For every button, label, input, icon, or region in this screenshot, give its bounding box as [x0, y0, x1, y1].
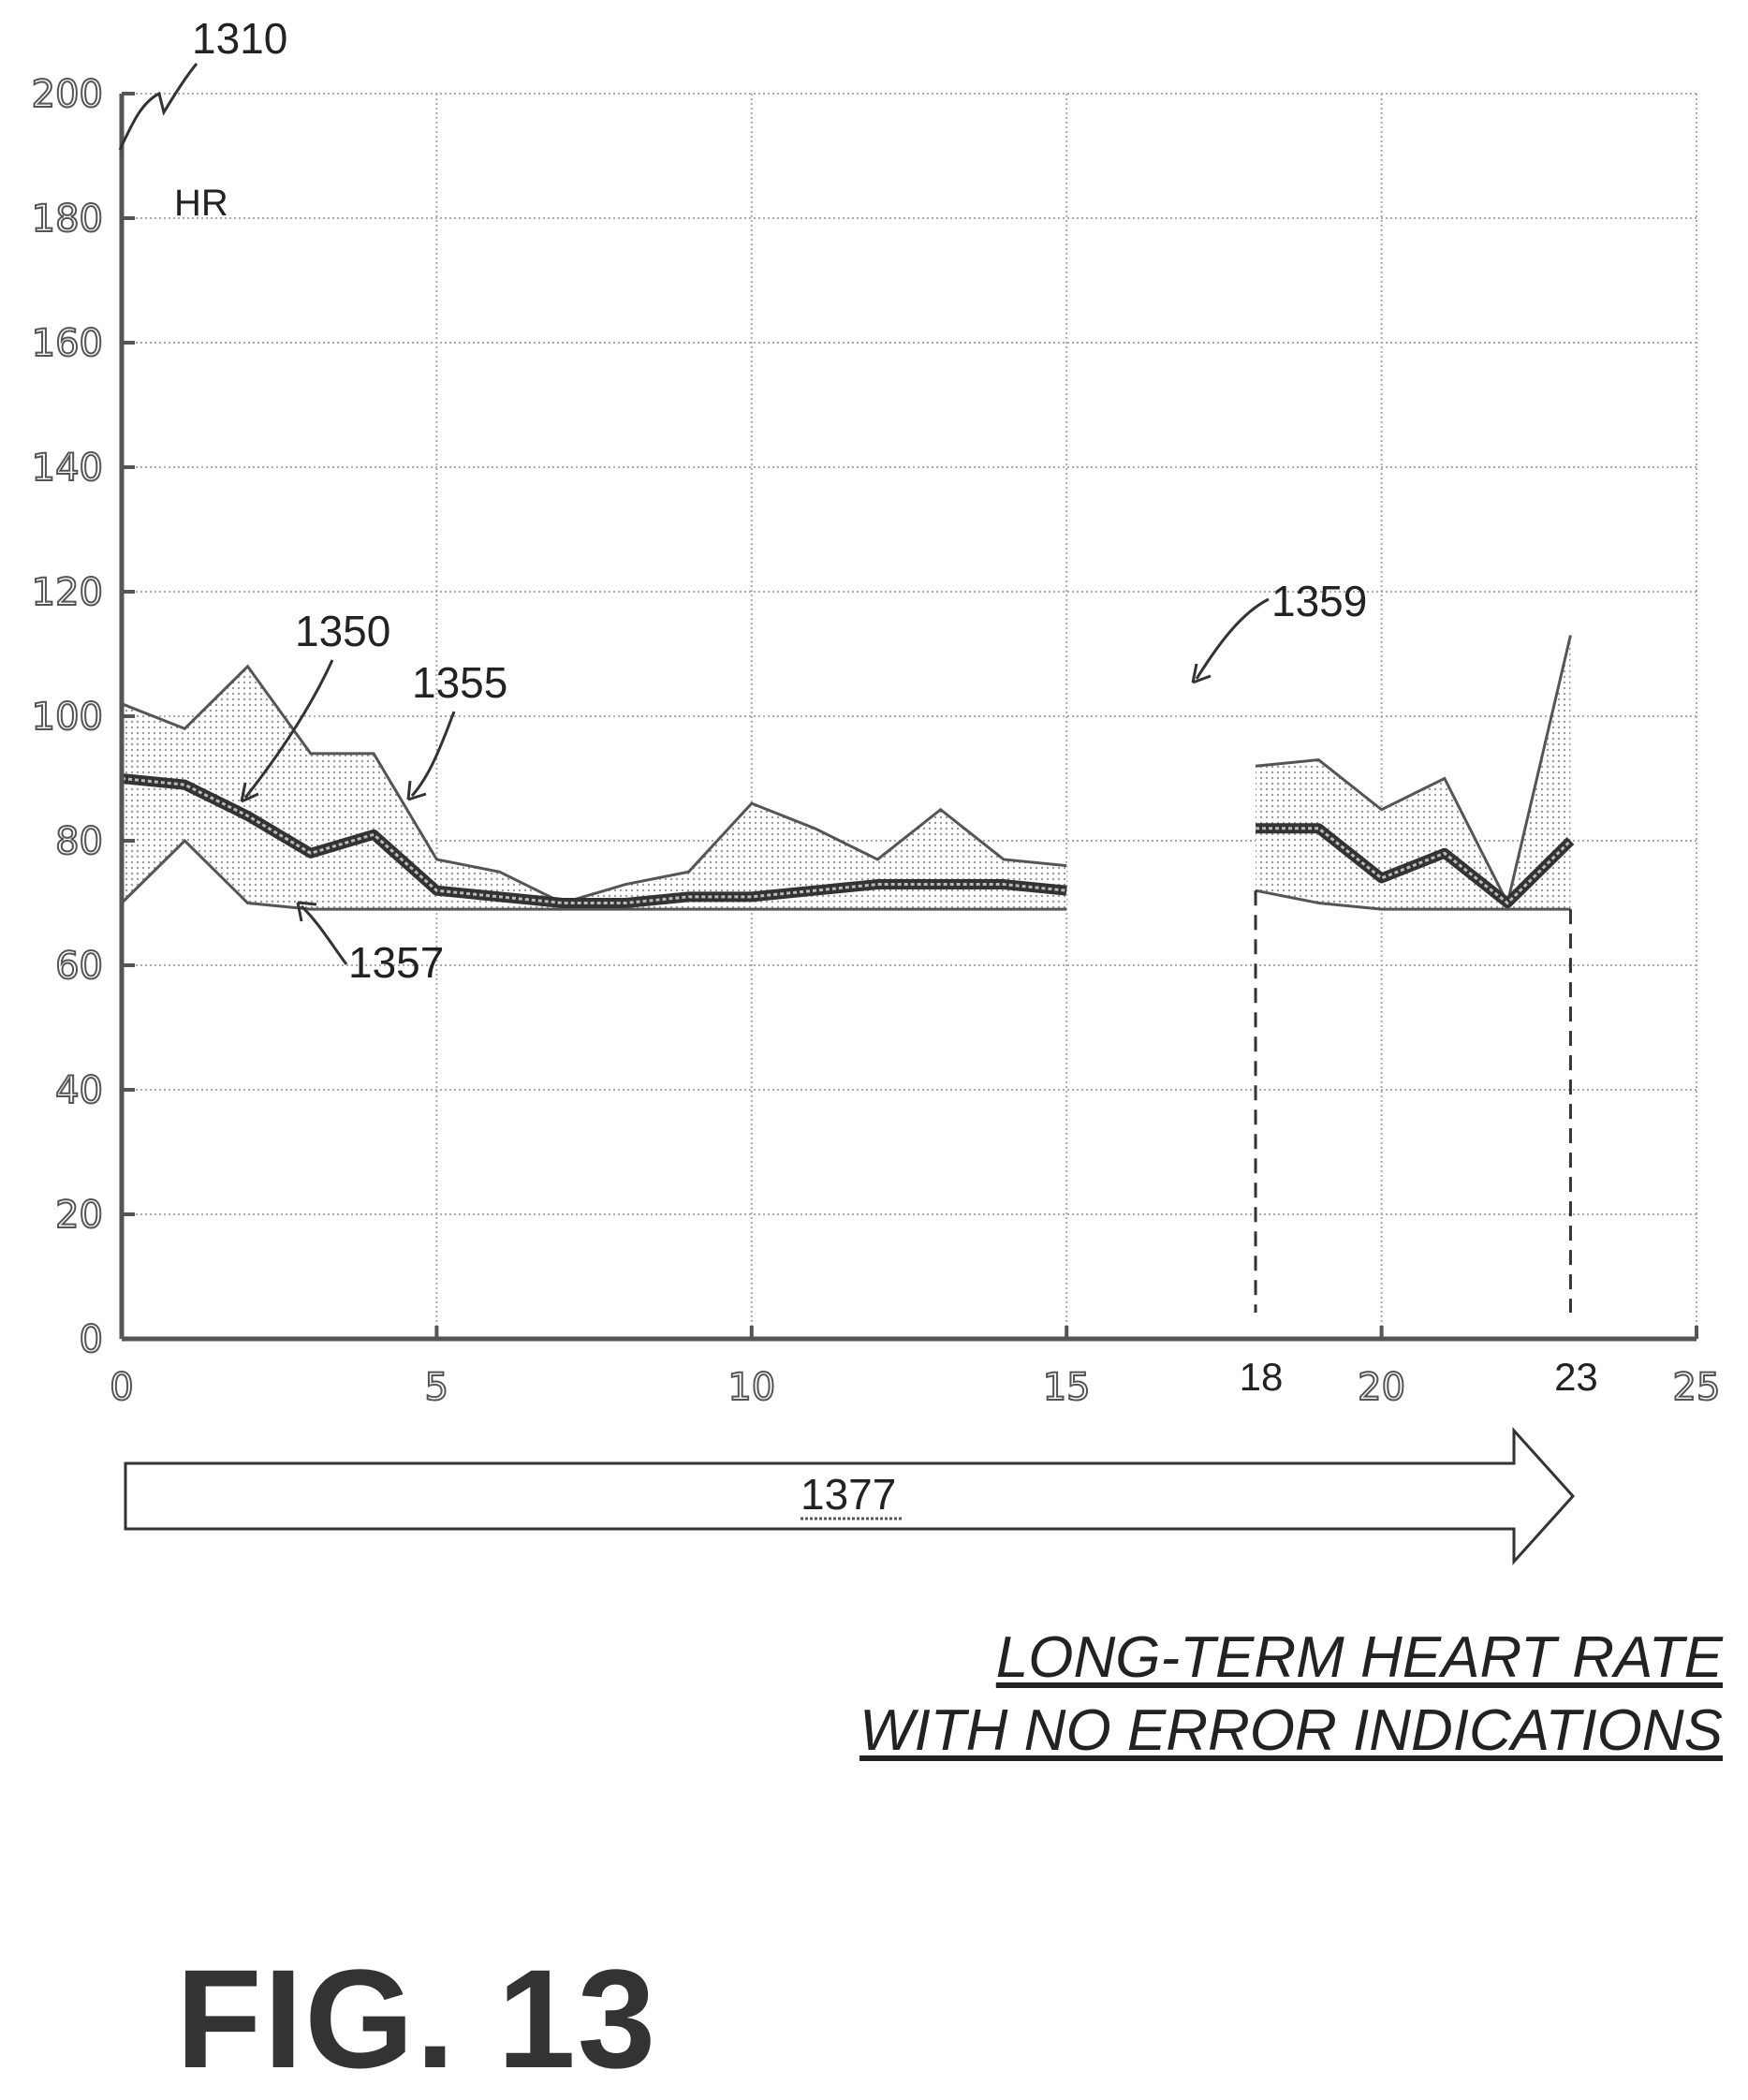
x-tick-label-15: 15	[1043, 1366, 1091, 1409]
y-tick-label-40: 40	[55, 1069, 103, 1112]
x-tick-label-5: 5	[425, 1366, 448, 1409]
x-tick-label-10: 10	[727, 1366, 775, 1409]
lower-line-segment-1	[1255, 888, 1571, 911]
median-line-texture-0	[121, 777, 1067, 904]
x-tick-label-25: 25	[1673, 1366, 1721, 1409]
leader-1310	[118, 63, 198, 151]
y-axis-label: HR	[174, 183, 228, 224]
leader-1350	[243, 659, 334, 799]
y-tick-label-80: 80	[55, 820, 103, 863]
arrowhead-1350	[240, 782, 259, 803]
ref-1359: 1359	[1271, 577, 1367, 625]
chart-lines	[120, 635, 1575, 911]
chart-tick-labels: 0 20 40 60 80 100 120 140 160 180 200 0 5 10 15 20 25 18 2…	[31, 72, 1722, 1410]
arrowhead-1355	[406, 780, 427, 801]
leader-1357	[300, 904, 348, 965]
y-tick-label-120: 120	[32, 571, 103, 614]
median-line-texture-1	[1256, 827, 1572, 905]
ref-1350: 1350	[295, 607, 390, 655]
x-marker-label-18: 18	[1240, 1355, 1284, 1399]
ref-1310: 1310	[192, 14, 287, 63]
ref-1357: 1357	[348, 938, 444, 987]
arrowhead-1357	[296, 901, 317, 922]
ref-1377: 1377	[801, 1470, 896, 1519]
y-tick-label-160: 160	[32, 322, 103, 365]
y-tick-label-100: 100	[32, 696, 103, 739]
x-tick-label-20: 20	[1358, 1366, 1405, 1409]
arrowhead-1359	[1191, 663, 1212, 684]
figure-label: FIG. 13	[176, 1940, 658, 2097]
y-tick-label-200: 200	[32, 73, 103, 116]
upper-line-segment-1	[1255, 635, 1572, 907]
leader-1355	[410, 711, 456, 798]
ref-1355: 1355	[412, 658, 507, 707]
caption-line-1: LONG-TERM HEART RATE	[995, 1625, 1723, 1690]
y-tick-label-20: 20	[55, 1194, 103, 1237]
y-tick-label-180: 180	[32, 198, 103, 241]
y-tick-label-0: 0	[80, 1318, 103, 1361]
y-tick-label-60: 60	[55, 945, 103, 988]
y-tick-label-140: 140	[32, 447, 103, 490]
caption-line-2: WITH NO ERROR INDICATIONS	[859, 1698, 1723, 1763]
time-arrow	[124, 1427, 1576, 1565]
x-tick-label-0: 0	[110, 1366, 133, 1409]
chart-dashed-markers	[1254, 890, 1572, 1313]
leader-1359	[1195, 597, 1270, 680]
chart-bands	[122, 635, 1571, 910]
x-marker-label-23: 23	[1554, 1355, 1598, 1399]
band-segment-0	[122, 666, 1067, 910]
lower-line-segment-0	[120, 838, 1067, 911]
upper-line-segment-0	[121, 664, 1067, 905]
chart-grid	[121, 93, 1697, 1340]
chart-axes	[119, 92, 1698, 1342]
